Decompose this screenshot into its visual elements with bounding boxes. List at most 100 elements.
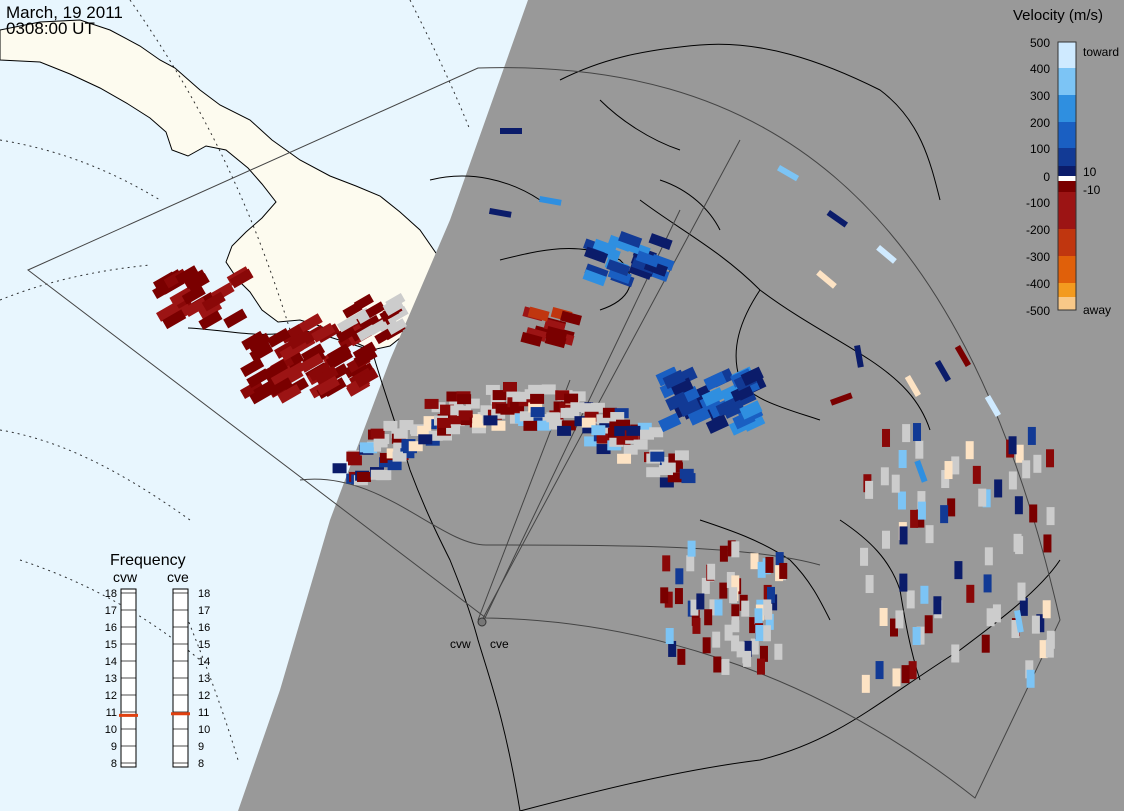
radar-cell (759, 645, 768, 662)
radar-cell (512, 391, 527, 402)
radar-cell (584, 411, 599, 422)
radar-cell (336, 325, 357, 343)
frequency-tick-label: 18 (198, 588, 210, 600)
radar-cell (899, 573, 908, 592)
radar-cell (702, 637, 711, 654)
radar-cell (626, 425, 641, 436)
radar-cell (616, 419, 631, 430)
radar-cell (370, 428, 385, 439)
frequency-tick-label: 11 (198, 707, 209, 719)
radar-cell (692, 617, 701, 634)
frequency-tick-label: 14 (198, 656, 210, 668)
radar-cell (865, 575, 874, 594)
radar-cell (739, 400, 763, 420)
radar-cell (646, 467, 661, 478)
radar-cell (981, 634, 990, 653)
radar-cell (736, 641, 745, 658)
radar-cell (423, 416, 438, 427)
radar-cell (541, 384, 556, 395)
radar-cell (740, 366, 764, 386)
radar-cell (914, 460, 928, 483)
radar-cell (721, 658, 730, 675)
radar-cell (538, 195, 562, 206)
radar-cell (373, 437, 388, 448)
radar-cell (618, 231, 643, 248)
radar-cell (1008, 436, 1017, 455)
radar-cell (393, 428, 408, 439)
radar-cell (696, 593, 705, 610)
date-label: March, 19 2011 (6, 3, 123, 22)
frequency-tick-label: 12 (105, 690, 117, 702)
radar-cell (480, 405, 495, 416)
radar-cell (933, 596, 942, 615)
radar-cell (635, 250, 660, 268)
legend-color-band (1058, 192, 1076, 229)
radar-cell (895, 610, 904, 629)
radar-cell (181, 284, 206, 305)
radar-cell (690, 599, 699, 616)
radar-cell (712, 631, 721, 648)
radar-cell (681, 473, 696, 484)
radar-cell (581, 403, 596, 414)
radar-cell (365, 301, 386, 319)
radar-cell (315, 375, 340, 396)
radar-cell (904, 375, 921, 398)
radar-cell (183, 269, 208, 290)
radar-cell (687, 406, 711, 426)
frequency-tick-label: 9 (198, 741, 204, 753)
radar-cell (667, 472, 682, 483)
radar-cell (229, 268, 254, 289)
radar-cell (623, 444, 638, 455)
radar-cell (1046, 449, 1055, 468)
radar-cell (966, 584, 975, 603)
radar-cell (754, 608, 763, 625)
radar-cell (899, 526, 908, 545)
radar-cell (829, 392, 853, 406)
radar-cell (668, 640, 677, 657)
station-label-cve: cve (490, 637, 509, 651)
radar-cell (691, 609, 700, 626)
radar-cell (383, 420, 398, 431)
radar-cell (446, 391, 461, 402)
radar-cell (375, 470, 390, 481)
radar-cell (1022, 460, 1031, 479)
frequency-panel: Frequency cvw cve 1817161514131211109818… (105, 552, 211, 770)
radar-cell (659, 477, 674, 488)
radar-cell (882, 428, 891, 447)
radar-cell (1046, 507, 1055, 526)
radar-cell (762, 625, 771, 642)
radar-cell (500, 404, 515, 415)
legend-tick-label: 200 (1030, 116, 1050, 130)
radar-cell (906, 590, 915, 609)
radar-cell (662, 369, 686, 390)
radar-cell (879, 607, 888, 626)
frequency-tick-label: 12 (198, 690, 210, 702)
radar-cell (763, 599, 772, 616)
radar-cell (1011, 620, 1020, 639)
radar-cell (559, 402, 574, 413)
frequency-tick-label: 8 (198, 758, 204, 770)
radar-cell (767, 586, 776, 603)
radar-cell (686, 555, 695, 572)
radar-cell (901, 665, 910, 684)
radar-cell (1029, 504, 1038, 523)
radar-cell (719, 545, 728, 562)
legend-toward-label: toward (1083, 45, 1119, 59)
radar-cell (908, 661, 917, 680)
radar-cell (346, 451, 361, 462)
radar-cell (992, 604, 1001, 623)
radar-cell (241, 330, 266, 351)
radar-cell (417, 425, 432, 436)
radar-cell (617, 453, 632, 464)
radar-cell (1042, 600, 1051, 619)
radar-cell (1027, 426, 1036, 445)
radar-cell (731, 575, 740, 592)
frequency-radar-label-cvw: cvw (113, 569, 138, 585)
radar-cell (546, 412, 561, 423)
radar-cell (457, 394, 472, 405)
radar-cell (502, 381, 517, 392)
legend-away-label: away (1083, 303, 1111, 317)
radar-cell (437, 425, 452, 436)
radar-cell (1014, 609, 1024, 633)
radar-cell (726, 571, 735, 588)
